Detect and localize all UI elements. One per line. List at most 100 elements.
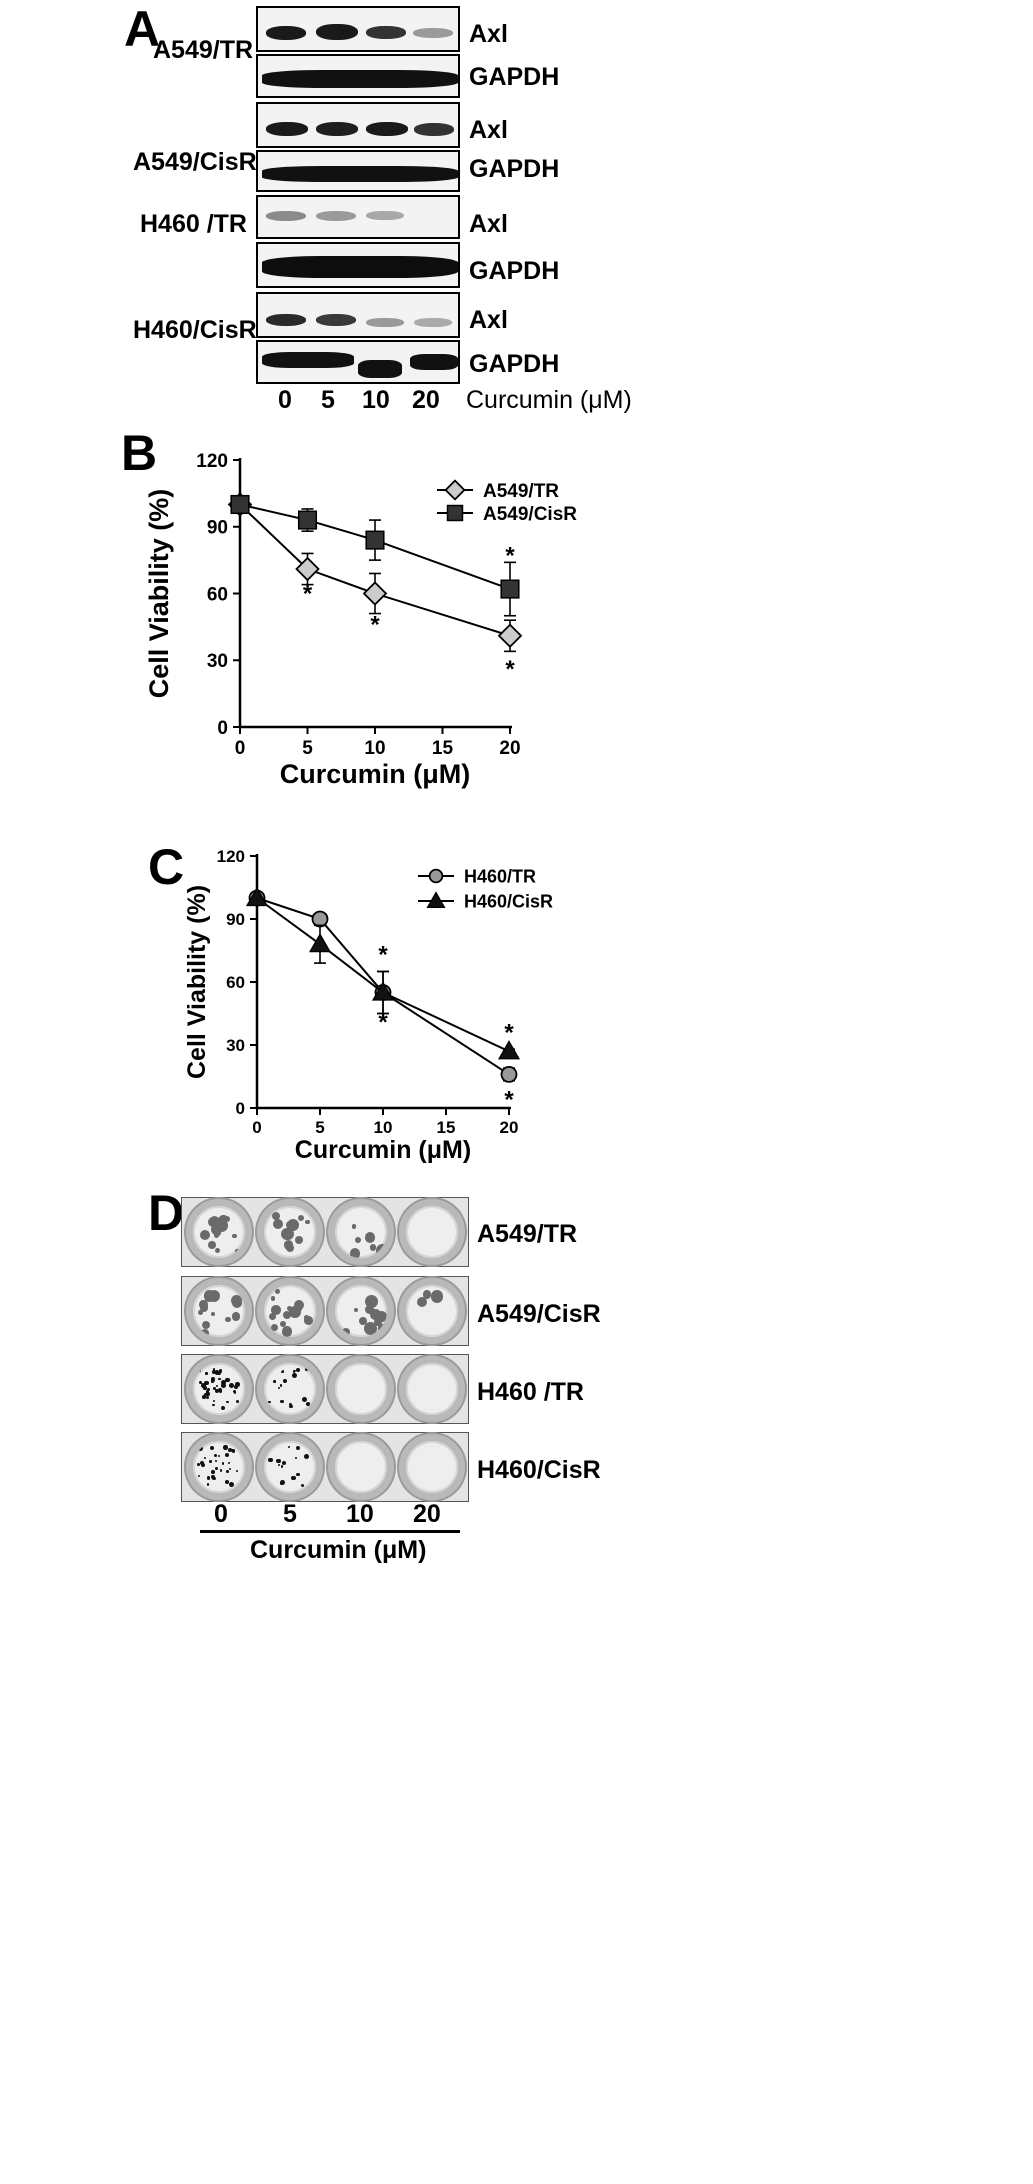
x-tick-label: 5 [315, 1118, 324, 1137]
colony-dot [228, 1462, 231, 1465]
colony-dot [227, 1448, 232, 1453]
lane-label: 5 [283, 1500, 297, 1528]
colony-dot [287, 1446, 291, 1449]
colony-dot [233, 1391, 237, 1395]
data-point [362, 581, 388, 606]
x-tick-label: 10 [374, 1118, 393, 1137]
colony-dot [212, 1403, 215, 1407]
colony-dot [281, 1465, 284, 1468]
blot-strip-axl [256, 102, 460, 148]
colony-dot [303, 1454, 309, 1460]
blot-label: Axl [469, 306, 508, 334]
panel-d-letter: D [148, 1185, 185, 1241]
colony-dot [233, 1384, 239, 1390]
colony-dot [304, 1367, 309, 1372]
colony-dot [201, 1383, 206, 1388]
colony-dot [206, 1387, 210, 1391]
colony-dot [200, 1229, 210, 1240]
plate-row-label: A549/CisR [477, 1300, 601, 1328]
colony-dot [204, 1393, 208, 1397]
culture-well [257, 1356, 323, 1422]
colony-dot [201, 1463, 206, 1468]
significance-asterisk: * [505, 656, 515, 683]
data-point [497, 1040, 521, 1060]
blot-strip-gapdh [256, 150, 460, 192]
cell-line-label: H460 /TR [140, 210, 247, 238]
data-point [365, 530, 385, 550]
colony-dot [279, 1320, 286, 1327]
colony-dot [295, 1235, 303, 1244]
colony-dot [216, 1385, 219, 1388]
culture-well [399, 1199, 465, 1265]
colony-dot [365, 1295, 379, 1309]
colony-dot [202, 1320, 211, 1329]
colony-dot [236, 1469, 239, 1472]
colony-dot [211, 1312, 216, 1317]
colony-dot [230, 1294, 243, 1307]
blot-label: Axl [469, 116, 508, 144]
y-tick-label: 120 [196, 451, 228, 472]
colony-dot [351, 1224, 357, 1229]
y-axis-label: Cell Viability (%) [144, 489, 174, 699]
colony-dot [211, 1224, 223, 1235]
colony-dot [271, 1211, 280, 1220]
colony-dot [199, 1381, 202, 1384]
colony-dot [374, 1317, 383, 1326]
culture-well [328, 1278, 394, 1344]
significance-asterisk: * [378, 942, 388, 969]
colony-dot [218, 1388, 223, 1393]
significance-asterisk: * [303, 580, 313, 607]
colony-dot [364, 1232, 376, 1243]
colony-dot [232, 1233, 237, 1239]
colony-dot [230, 1448, 234, 1452]
colony-dot [210, 1216, 220, 1226]
colony-dot [220, 1382, 226, 1388]
legend-label: H460/CisR [464, 891, 553, 911]
culture-well [186, 1199, 252, 1265]
x-tick-label: 15 [432, 738, 454, 759]
colony-dot [224, 1453, 230, 1458]
colony-dot [210, 1470, 215, 1474]
colony-dot [223, 1445, 228, 1450]
colony-dot [226, 1401, 229, 1404]
colony-dot [225, 1378, 230, 1383]
legend-marker [426, 891, 446, 908]
y-tick-label: 0 [236, 1099, 245, 1118]
plate-row-label: H460 /TR [477, 1378, 584, 1406]
colony-dot [205, 1372, 208, 1375]
colony-dot [281, 1460, 287, 1465]
axis-underline [200, 1530, 460, 1533]
blot-strip-axl [256, 6, 460, 52]
colony-dot [369, 1244, 377, 1251]
colony-dot [200, 1328, 209, 1337]
colony-dot [376, 1244, 387, 1258]
lane-label: 10 [346, 1500, 374, 1528]
x-tick-label: 15 [437, 1118, 456, 1137]
colony-dot [208, 1241, 217, 1249]
cell-line-label: A549/CisR [133, 148, 257, 176]
colony-dot [289, 1305, 302, 1318]
culture-well [399, 1278, 465, 1344]
legend-marker [444, 479, 466, 501]
legend-marker [446, 504, 464, 522]
data-point [295, 556, 320, 582]
colony-dot [358, 1317, 367, 1325]
colony-dot [236, 1399, 240, 1403]
colony-dot [280, 1399, 284, 1403]
colony-dot [228, 1482, 234, 1488]
y-tick-label: 30 [226, 1036, 245, 1055]
colony-dot [273, 1218, 284, 1229]
colony-dot [280, 1227, 294, 1241]
significance-asterisk: * [504, 1019, 514, 1046]
colony-dot [268, 1457, 273, 1463]
colony-dot [283, 1310, 292, 1319]
data-point [500, 579, 520, 599]
colony-dot [274, 1289, 280, 1295]
colony-dot [430, 1290, 444, 1304]
colony-dot [203, 1386, 207, 1390]
colony-dot [199, 1460, 204, 1466]
colony-dot [306, 1401, 311, 1406]
blot-label: GAPDH [469, 155, 560, 183]
colony-dot [375, 1310, 387, 1322]
lane-label: 0 [278, 386, 292, 414]
